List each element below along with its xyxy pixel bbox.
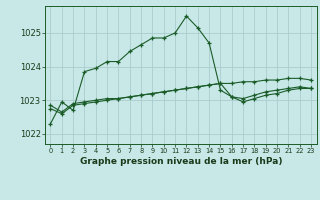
X-axis label: Graphe pression niveau de la mer (hPa): Graphe pression niveau de la mer (hPa) (80, 157, 282, 166)
